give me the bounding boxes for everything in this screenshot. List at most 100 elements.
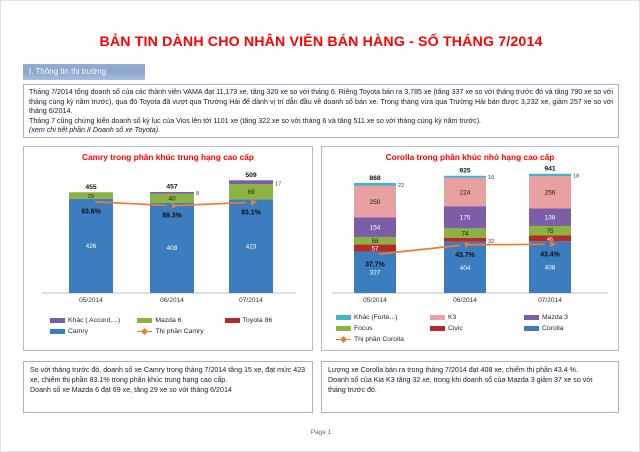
svg-text:509: 509	[245, 172, 257, 179]
camry-note-box: So với tháng trước đó, doanh số xe Camry…	[23, 361, 313, 413]
camry-plot-area: 426 29 455 93.6% 05/2014 408 40 8 457 89.3% 06/201…	[24, 147, 312, 350]
bar-segment: 426	[69, 198, 113, 293]
legend-label: Khác (Forte...)	[354, 314, 398, 321]
svg-text:404: 404	[460, 265, 471, 272]
svg-text:07/2014: 07/2014	[538, 297, 562, 304]
camry-note-line-2: Doanh số xe Mazda 6 đạt 69 xe, tăng 29 x…	[30, 385, 232, 394]
legend-label: Khác ( Accord,...)	[68, 317, 121, 324]
legend-item[interactable]: Camry	[50, 328, 137, 335]
svg-text:06/2014: 06/2014	[160, 297, 184, 304]
svg-text:457: 457	[166, 184, 178, 191]
svg-text:43.4%: 43.4%	[540, 251, 560, 258]
camry-note-line-1: So với tháng trước đó, doanh số xe Camry…	[30, 366, 306, 384]
svg-text:57: 57	[371, 245, 379, 252]
svg-text:75: 75	[546, 228, 554, 235]
legend-label: Corolla	[542, 325, 564, 332]
legend-label: Camry	[68, 328, 89, 335]
bar-segment: 408	[529, 241, 571, 293]
svg-text:18: 18	[573, 173, 579, 179]
camry-chart-panel: Camry trong phân khúc trung hạng cao cấp…	[23, 146, 313, 351]
color-swatch-icon	[430, 326, 445, 331]
share-line	[378, 241, 556, 255]
bar-segment: 423	[229, 199, 273, 293]
intro-paragraph-2: Tháng 7 cũng chứng kiến doanh số kỷ lục …	[29, 116, 482, 125]
legend-label: Thị phần Corolla	[354, 336, 404, 343]
legend-item[interactable]: Mazda 6	[137, 317, 224, 324]
svg-text:327: 327	[370, 270, 381, 277]
color-swatch-icon	[524, 315, 539, 320]
color-swatch-icon	[430, 315, 445, 320]
bar-segment: 408	[150, 202, 194, 293]
svg-text:05/2014: 05/2014	[363, 297, 387, 304]
svg-text:408: 408	[545, 265, 556, 272]
line-marker-icon	[137, 329, 153, 335]
corolla-note-box: Lượng xe Corolla bán ra trong tháng 7/20…	[321, 361, 619, 413]
svg-text:426: 426	[86, 243, 97, 250]
page-title: BẢN TIN DÀNH CHO NHÂN VIÊN BÁN HÀNG - SỐ…	[99, 34, 543, 50]
svg-text:69: 69	[247, 189, 255, 196]
color-swatch-icon	[336, 315, 351, 320]
svg-text:29: 29	[88, 194, 94, 200]
svg-text:8: 8	[196, 191, 199, 197]
corolla-plot-area: 327 57 58 154 250 22 868 37.7% 05/2014 404 32 74 175…	[322, 147, 618, 350]
svg-text:17: 17	[275, 181, 281, 187]
color-swatch-icon	[336, 326, 351, 331]
bar-segment: 18	[529, 173, 579, 179]
corolla-legend: Khác (Forte...) K3 Mazda 3 Focus Civic Coroll…	[336, 314, 618, 347]
legend-item[interactable]: Thị phần Camry	[137, 328, 224, 335]
svg-text:22: 22	[398, 183, 404, 189]
intro-paragraph-1: Tháng 7/2014 tổng doanh số của các thành…	[29, 88, 613, 116]
svg-text:43.7%: 43.7%	[455, 252, 475, 259]
svg-text:868: 868	[369, 175, 381, 182]
intro-paragraph-3: (xem chi tiết phần II Doanh số xe Toyota…	[29, 126, 161, 135]
legend-item[interactable]: Khác (Forte...)	[336, 314, 430, 321]
svg-text:256: 256	[545, 190, 556, 197]
bar-segment: 75	[529, 225, 571, 236]
camry-chart-svg: 4262945593.6%05/201440840845789.3%06/201…	[42, 172, 296, 304]
legend-label: Focus	[354, 325, 373, 332]
svg-text:925: 925	[459, 168, 471, 175]
bar-segment: 17	[229, 180, 281, 187]
bar-segment: 16	[444, 175, 494, 181]
page-footer: Page 1	[310, 429, 332, 436]
legend-label: Toyota 86	[242, 317, 273, 324]
svg-text:83.1%: 83.1%	[241, 209, 261, 216]
bar-segment: 175	[444, 206, 486, 229]
svg-text:46: 46	[547, 237, 553, 243]
svg-text:138: 138	[545, 215, 556, 222]
legend-label: Mazda 3	[542, 314, 569, 321]
svg-text:93.6%: 93.6%	[81, 209, 101, 216]
legend-item[interactable]: Thị phần Corolla	[336, 336, 430, 343]
bar-segment: 74	[444, 228, 486, 238]
line-marker-icon	[336, 337, 351, 343]
svg-text:154: 154	[370, 225, 381, 232]
legend-item[interactable]: K3	[430, 314, 524, 321]
legend-item[interactable]: Corolla	[524, 325, 618, 332]
legend-item[interactable]: Focus	[336, 325, 430, 332]
legend-label: K3	[448, 314, 457, 321]
share-line	[94, 199, 257, 209]
svg-text:06/2014: 06/2014	[453, 297, 477, 304]
corolla-note-line-2: Doanh số của Kia K3 tăng 32 xe, trong kh…	[328, 375, 593, 394]
bar-segment: 22	[354, 182, 404, 189]
bar-segment: 32	[444, 237, 494, 245]
svg-text:58: 58	[371, 238, 379, 245]
svg-text:05/2014: 05/2014	[79, 297, 103, 304]
bar-segment: 57	[354, 244, 396, 252]
legend-item[interactable]: Toyota 86	[224, 317, 312, 324]
legend-item[interactable]: Khác ( Accord,...)	[50, 317, 137, 324]
camry-chart-title: Camry trong phân khúc trung hạng cao cấp	[82, 152, 254, 162]
legend-label: Civic	[448, 325, 463, 332]
bar-segment: 58	[354, 236, 396, 245]
legend-item[interactable]: Civic	[430, 325, 524, 332]
svg-text:32: 32	[488, 239, 494, 245]
intro-text-box: Tháng 7/2014 tổng doanh số của các thành…	[23, 84, 619, 138]
svg-text:89.3%: 89.3%	[162, 213, 182, 220]
bar-segment: 250	[354, 185, 396, 218]
legend-item[interactable]: Mazda 3	[524, 314, 618, 321]
bar-segment: 40	[150, 193, 194, 203]
svg-text:40: 40	[168, 196, 176, 203]
section-header-market-info: I. Thông tin thị trường	[23, 64, 145, 80]
bar-segment: 46	[529, 235, 571, 243]
